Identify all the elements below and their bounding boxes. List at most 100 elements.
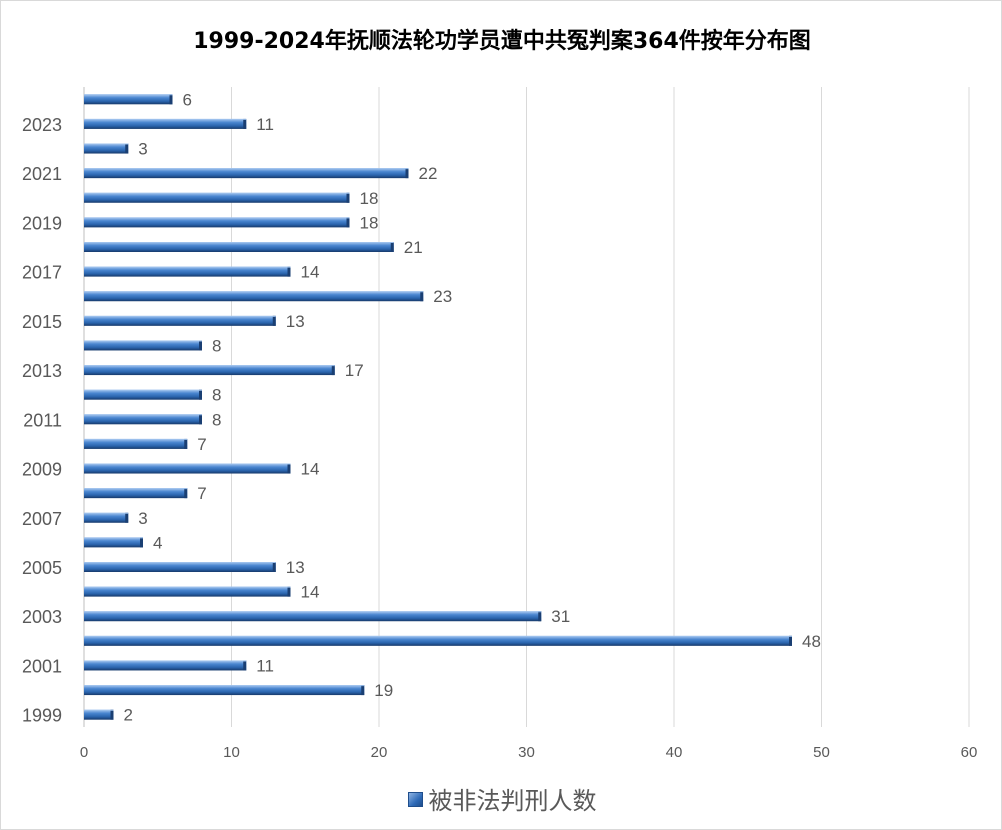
bar-body: [84, 315, 276, 326]
bar-chart: 2191148311413437147881781323142118182231…: [22, 87, 978, 761]
data-label: 14: [301, 460, 320, 479]
bar-body: [84, 168, 409, 179]
bar-end-cap: [405, 168, 409, 179]
bar-2009: [84, 463, 291, 474]
data-label: 8: [212, 336, 221, 355]
bar-end-cap: [110, 709, 114, 720]
y-tick-label: 2021: [22, 164, 62, 184]
y-tick-label: 2007: [22, 509, 62, 529]
x-tick-label: 10: [223, 744, 240, 761]
bar-body: [84, 488, 188, 499]
data-label: 14: [301, 583, 320, 602]
data-label: 18: [360, 213, 379, 232]
bar-end-cap: [169, 94, 173, 105]
data-label: 48: [802, 632, 821, 651]
bar-end-cap: [125, 143, 129, 154]
y-tick-label: 2009: [22, 460, 62, 480]
bar-end-cap: [125, 512, 129, 523]
bar-body: [84, 389, 202, 400]
bar-body: [84, 685, 365, 696]
x-axis-ticks: 0 10 20 30 40 50 60: [80, 744, 978, 761]
bar-body: [84, 562, 276, 572]
data-label: 19: [374, 681, 393, 700]
bar-end-cap: [272, 315, 276, 326]
bar-body: [84, 438, 188, 449]
bar-body: [84, 512, 129, 523]
y-tick-label: 2019: [22, 213, 62, 233]
bar-end-cap: [346, 217, 350, 228]
bar-end-cap: [287, 586, 291, 597]
bar-2012: [84, 389, 202, 400]
x-tick-label: 0: [80, 744, 88, 761]
bar-end-cap: [243, 118, 247, 129]
data-label: 23: [433, 287, 452, 306]
y-tick-label: 2023: [22, 115, 62, 135]
y-tick-label: 2017: [22, 263, 62, 283]
bar-1999: [84, 709, 114, 720]
bar-body: [84, 291, 424, 302]
bar-end-cap: [199, 389, 202, 400]
bar-2007: [84, 512, 129, 523]
bar-body: [84, 537, 143, 548]
x-tick-label: 40: [666, 744, 683, 761]
bar-end-cap: [287, 463, 291, 474]
data-label: 3: [138, 140, 147, 159]
bar-body: [84, 660, 247, 671]
data-label: 31: [551, 607, 570, 626]
data-label: 6: [183, 90, 192, 109]
bar-body: [84, 365, 335, 376]
bar-2021: [84, 168, 409, 179]
bar-end-cap: [420, 291, 424, 302]
bar-end-cap: [184, 438, 188, 449]
bar-end-cap: [789, 635, 792, 646]
chart-title: 1999-2024年抚顺法轮功学员遭中共冤判案364件按年分布图: [193, 29, 811, 54]
y-tick-label: 2013: [22, 361, 62, 381]
bar-body: [84, 340, 202, 351]
bar-end-cap: [346, 192, 350, 203]
y-tick-label: 2003: [22, 607, 62, 627]
bar-2001: [84, 660, 247, 671]
bar-2017: [84, 266, 291, 277]
data-label: 7: [197, 484, 206, 503]
bar-2018: [84, 242, 394, 252]
bar-body: [84, 143, 129, 154]
data-label: 3: [138, 509, 147, 528]
bar-end-cap: [184, 488, 188, 499]
bar-body: [84, 463, 291, 474]
y-tick-label: 1999: [22, 706, 62, 726]
bar-2016: [84, 291, 424, 302]
bar-body: [84, 217, 350, 228]
bar-body: [84, 118, 247, 129]
bar-end-cap: [199, 340, 202, 351]
bar-2023: [84, 118, 247, 129]
data-label: 13: [286, 558, 305, 577]
bar-end-cap: [272, 562, 276, 572]
legend: 被非法判刑人数: [1, 781, 1002, 816]
data-label: 21: [404, 238, 423, 257]
data-label: 11: [256, 656, 274, 675]
data-label: 22: [419, 164, 438, 183]
bar-end-cap: [361, 685, 365, 696]
bar-2006: [84, 537, 143, 548]
bar-2011: [84, 414, 202, 425]
bar-2013: [84, 365, 335, 376]
data-label: 13: [286, 312, 305, 331]
bar-2020: [84, 192, 350, 203]
data-label: 2: [124, 706, 133, 725]
data-label: 11: [256, 115, 274, 134]
bar-body: [84, 266, 291, 277]
data-label: 4: [153, 533, 162, 552]
bar-body: [84, 586, 291, 597]
data-label: 8: [212, 386, 221, 405]
bar-body: [84, 611, 542, 622]
data-labels: 2191148311413437147881781323142118182231…: [124, 90, 821, 724]
bars: [84, 94, 792, 720]
bar-end-cap: [199, 414, 202, 425]
bar-2008: [84, 488, 188, 499]
bar-body: [84, 94, 173, 105]
bar-2014: [84, 340, 202, 351]
bar-2024: [84, 94, 173, 105]
y-tick-label: 2011: [23, 410, 62, 430]
y-tick-label: 2001: [22, 656, 62, 676]
bar-2010: [84, 438, 188, 449]
